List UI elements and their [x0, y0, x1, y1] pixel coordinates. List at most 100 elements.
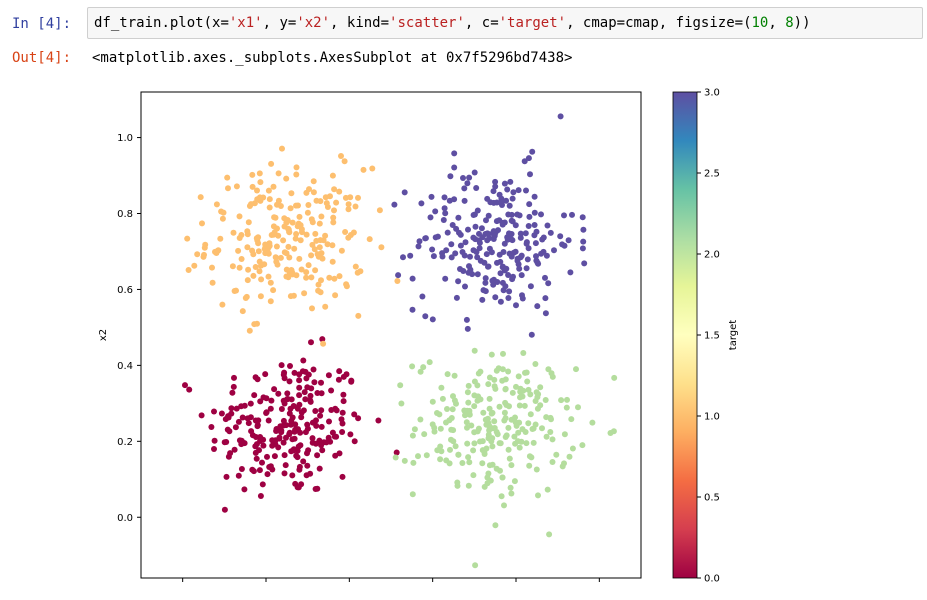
scatter-point [401, 189, 408, 196]
scatter-points [182, 113, 618, 569]
scatter-point [318, 390, 325, 397]
scatter-point [466, 174, 473, 181]
scatter-point [471, 347, 478, 354]
scatter-point [391, 201, 398, 208]
scatter-point [503, 197, 510, 204]
scatter-point [283, 250, 290, 257]
scatter-point [455, 214, 462, 221]
scatter-point [501, 180, 508, 187]
scatter-point [538, 250, 545, 257]
scatter-point [238, 256, 245, 262]
code-token: 'x2' [296, 15, 331, 31]
scatter-point [273, 243, 280, 250]
scatter-point [531, 193, 538, 200]
scatter-point [544, 486, 551, 493]
scatter-point [298, 414, 305, 421]
scatter-point [516, 265, 523, 272]
scatter-point [253, 455, 260, 462]
scatter-point [294, 454, 301, 461]
scatter-point [250, 468, 257, 475]
scatter-point [221, 506, 228, 513]
scatter-point [301, 389, 308, 396]
scatter-point [284, 390, 291, 397]
scatter-point [492, 183, 499, 190]
scatter-point [308, 339, 314, 346]
scatter-point [307, 398, 314, 405]
scatter-point [290, 403, 297, 409]
scatter-point [333, 199, 340, 206]
scatter-point [184, 235, 191, 242]
scatter-point [310, 178, 317, 185]
y-tick-label: 0.8 [117, 209, 133, 220]
scatter-point [517, 388, 524, 395]
scatter-point [503, 432, 510, 439]
scatter-point [341, 158, 348, 165]
scatter-point [251, 392, 258, 399]
scatter-point [508, 211, 515, 218]
scatter-point [300, 458, 307, 465]
scatter-point [336, 368, 343, 375]
scatter-point [325, 434, 332, 441]
scatter-point [411, 426, 418, 433]
scatter-point [522, 230, 529, 237]
scatter-point [297, 442, 304, 449]
scatter-point [378, 244, 385, 251]
scatter-point [463, 316, 470, 323]
code-token: , [262, 15, 280, 31]
scatter-point [485, 470, 492, 477]
scatter-point [350, 229, 357, 236]
scatter-point [409, 275, 416, 282]
scatter-point [304, 462, 311, 469]
scatter-point [533, 253, 539, 260]
scatter-point [291, 435, 298, 442]
scatter-point [239, 414, 246, 421]
scatter-point [278, 362, 285, 369]
scatter-point [439, 253, 446, 260]
scatter-point [238, 232, 245, 238]
scatter-point [422, 235, 429, 242]
y-tick-label: 0.4 [117, 361, 133, 372]
scatter-point [355, 415, 362, 422]
scatter-point [275, 232, 282, 239]
scatter-point [252, 264, 259, 270]
scatter-point [366, 236, 373, 243]
scatter-point [532, 421, 539, 428]
scatter-point [507, 484, 514, 491]
scatter-point [224, 174, 231, 181]
scatter-point [296, 255, 303, 262]
scatter-point [489, 435, 496, 442]
scatter-point [464, 325, 471, 332]
scatter-point [291, 428, 298, 435]
scatter-point [303, 231, 310, 238]
scatter-point [264, 453, 270, 460]
scatter-point [283, 273, 290, 280]
scatter-point [257, 398, 264, 405]
scatter-point [459, 460, 466, 466]
scatter-point [285, 225, 292, 232]
scatter-point [502, 376, 509, 383]
scatter-point [254, 423, 261, 430]
scatter-point [553, 451, 560, 458]
scatter-point [266, 204, 273, 211]
scatter-point [527, 391, 534, 398]
scatter-point [568, 416, 575, 423]
scatter-point [288, 396, 295, 403]
scatter-point [256, 467, 263, 474]
scatter-point [437, 456, 444, 463]
code-cell-input[interactable]: df_train.plot(x='x1', y='x2', kind='scat… [87, 7, 923, 39]
scatter-point [508, 217, 515, 224]
scatter-point [510, 189, 517, 196]
scatter-point [457, 242, 464, 249]
scatter-point [201, 244, 208, 251]
scatter-point [415, 453, 421, 460]
scatter-point [296, 466, 303, 473]
scatter-point [531, 209, 538, 216]
scatter-point [328, 387, 335, 394]
scatter-point [264, 248, 271, 254]
scatter-point [284, 396, 291, 403]
scatter-point [447, 446, 453, 453]
scatter-point [335, 376, 342, 383]
scatter-point [493, 429, 500, 435]
scatter-point [534, 405, 541, 412]
scatter-point [461, 407, 468, 414]
